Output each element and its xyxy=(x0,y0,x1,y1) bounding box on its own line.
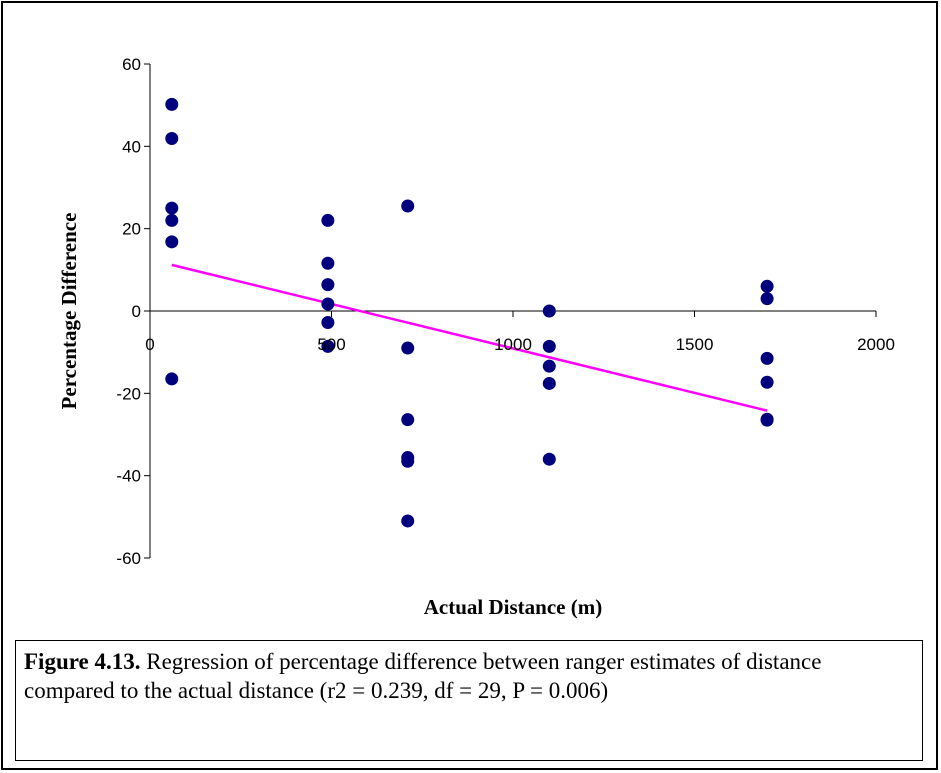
data-point xyxy=(401,454,415,468)
data-point xyxy=(165,235,179,249)
data-point xyxy=(165,132,179,146)
data-point xyxy=(542,339,556,353)
data-point xyxy=(401,413,415,427)
data-point xyxy=(542,452,556,466)
data-point xyxy=(321,316,335,330)
data-point xyxy=(760,413,774,427)
data-point xyxy=(321,297,335,311)
axes xyxy=(144,63,877,559)
data-point xyxy=(165,213,179,227)
regression-line xyxy=(171,263,768,412)
y-tick-label: -40 xyxy=(116,467,141,486)
data-point xyxy=(165,372,179,386)
data-point xyxy=(542,376,556,390)
data-point xyxy=(401,341,415,355)
y-tick-label: 0 xyxy=(132,302,141,321)
tick-labels: 60 40 20 0 -20 -40 -60 0 500 1000 1500 2000 xyxy=(116,55,894,568)
scatter-chart: 60 40 20 0 -20 -40 -60 0 500 1000 1500 2000 Actual … xyxy=(57,55,895,619)
y-tick-label: -60 xyxy=(116,549,141,568)
data-point xyxy=(401,199,415,213)
figure-caption: Figure 4.13. Regression of percentage di… xyxy=(15,640,923,761)
data-point xyxy=(321,339,335,353)
data-point xyxy=(760,375,774,389)
x-tick-label: 0 xyxy=(145,335,154,354)
x-tick-label: 2000 xyxy=(857,335,895,354)
caption-text: Regression of percentage difference betw… xyxy=(24,649,822,703)
data-point xyxy=(401,514,415,528)
data-point xyxy=(165,201,179,215)
data-point xyxy=(321,256,335,270)
x-tick-label: 500 xyxy=(317,335,345,354)
y-tick-label: 40 xyxy=(122,137,141,156)
y-tick-label: 20 xyxy=(122,220,141,239)
data-point xyxy=(321,278,335,292)
caption-label: Figure 4.13. xyxy=(24,649,141,674)
data-point xyxy=(542,359,556,373)
x-tick-label: 1000 xyxy=(494,335,532,354)
y-axis-title: Percentage Difference xyxy=(57,213,81,410)
y-tick-label: -20 xyxy=(116,384,141,403)
y-tick-label: 60 xyxy=(122,55,141,74)
data-point xyxy=(760,351,774,365)
x-axis-title: Actual Distance (m) xyxy=(424,595,602,619)
data-point xyxy=(165,97,179,111)
data-point xyxy=(321,213,335,227)
data-point xyxy=(760,279,774,293)
data-point xyxy=(760,292,774,306)
trendline-layer xyxy=(171,263,768,412)
data-points xyxy=(165,97,774,528)
data-point xyxy=(542,304,556,318)
x-tick-label: 1500 xyxy=(676,335,714,354)
